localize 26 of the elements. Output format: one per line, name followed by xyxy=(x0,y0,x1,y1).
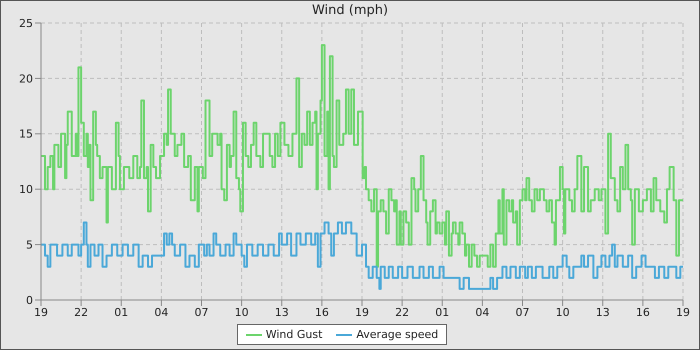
y-tick-label: 10 xyxy=(19,183,33,196)
x-tick-label: 01 xyxy=(435,306,450,319)
x-tick-label: 10 xyxy=(556,306,570,319)
x-tick-label: 22 xyxy=(74,306,88,319)
y-tick-label: 25 xyxy=(19,16,33,30)
y-tick-label: 5 xyxy=(26,238,33,252)
x-tick-label: 13 xyxy=(274,306,289,319)
x-tick-label: 10 xyxy=(234,306,249,319)
x-tick-label: 19 xyxy=(355,306,369,319)
x-tick-label: 19 xyxy=(34,306,48,319)
x-tick-label: 07 xyxy=(194,306,208,319)
legend-label: Average speed xyxy=(356,328,438,341)
x-tick-label: 04 xyxy=(475,306,490,319)
x-tick-label: 16 xyxy=(314,306,329,319)
x-tick-label: 04 xyxy=(154,306,168,319)
y-tick-label: 20 xyxy=(19,72,33,86)
legend-label: Wind Gust xyxy=(266,328,322,341)
y-tick-label: 15 xyxy=(19,128,33,141)
y-tick-label: 0 xyxy=(26,294,33,307)
x-tick-label: 01 xyxy=(114,306,128,319)
x-tick-label: 07 xyxy=(516,306,530,319)
x-tick-label: 22 xyxy=(395,306,410,319)
x-tick-label: 16 xyxy=(636,306,650,319)
x-tick-label: 19 xyxy=(676,306,690,319)
x-tick-label: 13 xyxy=(596,306,610,319)
chart-title: Wind (mph) xyxy=(310,3,390,18)
